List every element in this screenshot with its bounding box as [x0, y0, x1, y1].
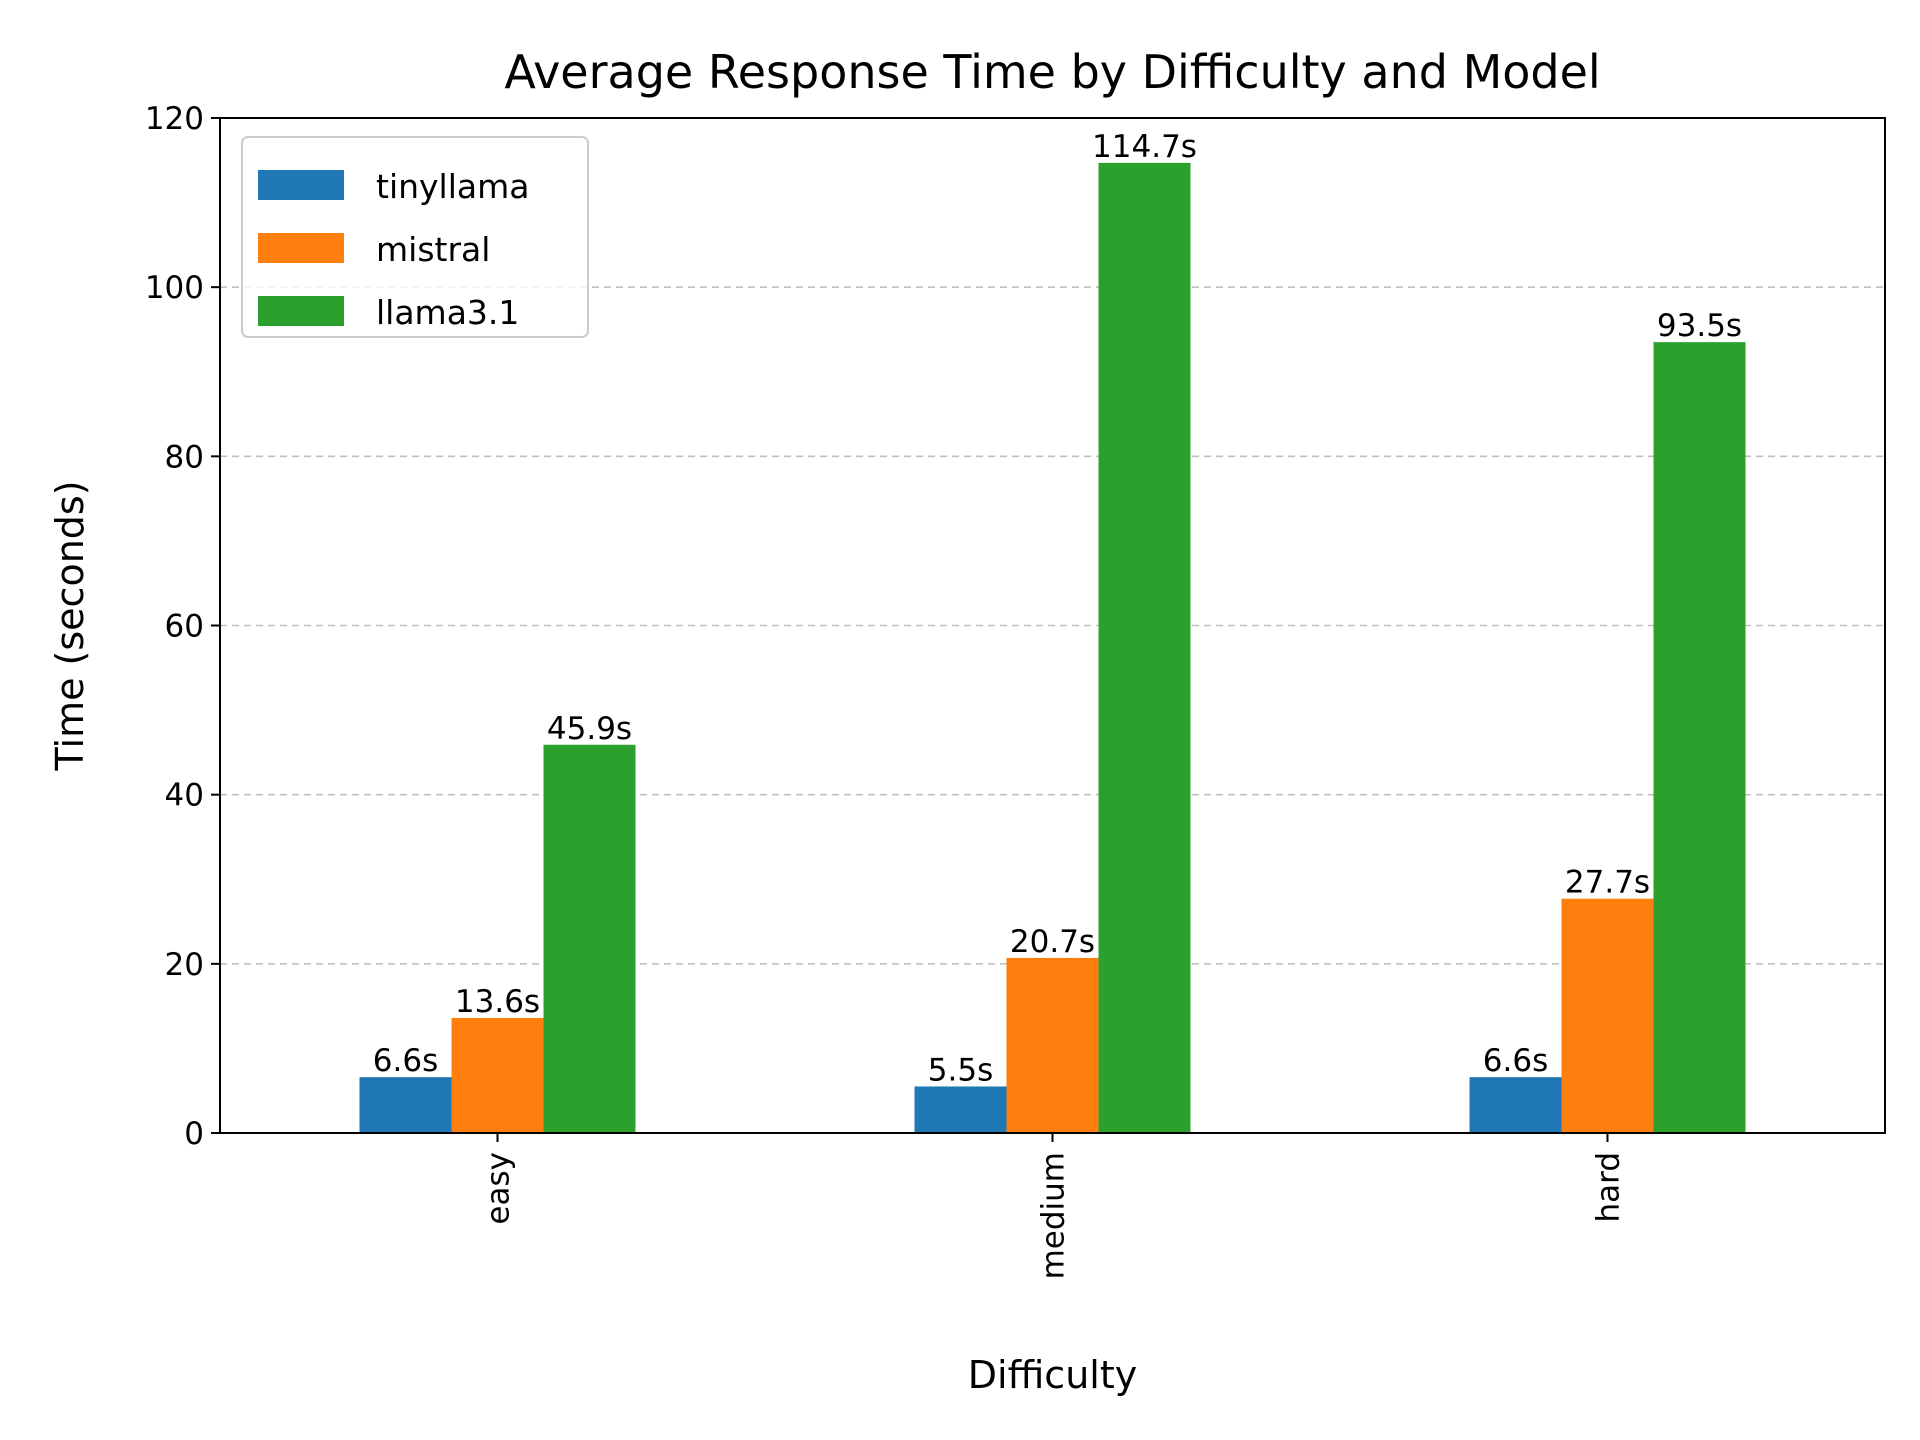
- legend-label-tinyllama: tinyllama: [376, 167, 529, 206]
- y-tick-label: 100: [145, 270, 204, 306]
- bar-llama3.1-hard: [1653, 342, 1746, 1133]
- bar-mistral-easy: [451, 1017, 544, 1133]
- x-axis-label: Difficulty: [968, 1353, 1137, 1397]
- value-label-llama3.1-hard: 93.5s: [1657, 308, 1742, 344]
- y-axis-ticks: 0 20 40 60 80 100 120: [145, 101, 220, 1152]
- y-tick-label: 80: [165, 439, 204, 475]
- value-labels: 6.6s 13.6s 45.9s 5.5s 20.7s 114.7s 6.6s 27.7s 93…: [373, 129, 1742, 1089]
- x-axis-ticks: easy medium hard: [481, 1133, 1627, 1279]
- y-tick-label: 60: [165, 609, 204, 645]
- y-tick-label: 40: [165, 778, 204, 814]
- bar-tinyllama-hard: [1469, 1077, 1562, 1133]
- legend-label-llama3.1: llama3.1: [376, 293, 519, 332]
- bar-llama3.1-easy: [543, 744, 636, 1133]
- value-label-llama3.1-easy: 45.9s: [547, 711, 632, 747]
- value-label-mistral-medium: 20.7s: [1010, 924, 1095, 960]
- value-label-tinyllama-medium: 5.5s: [928, 1052, 993, 1088]
- bar-llama3.1-medium: [1098, 162, 1191, 1133]
- x-tick-label-medium: medium: [1036, 1152, 1072, 1279]
- value-label-mistral-easy: 13.6s: [455, 984, 540, 1020]
- y-tick-label: 0: [184, 1116, 204, 1152]
- legend-label-mistral: mistral: [376, 230, 490, 269]
- bar-mistral-hard: [1561, 898, 1654, 1133]
- x-tick-label-easy: easy: [481, 1152, 517, 1225]
- legend: tinyllama mistral llama3.1: [241, 136, 589, 338]
- legend-swatch-llama3.1: [258, 296, 344, 326]
- bar-tinyllama-easy: [359, 1077, 452, 1133]
- bar-tinyllama-medium: [914, 1086, 1007, 1133]
- bars: [359, 162, 1746, 1133]
- legend-swatch-mistral: [258, 233, 344, 263]
- bar-mistral-medium: [1006, 957, 1099, 1133]
- x-tick-label-hard: hard: [1591, 1152, 1627, 1223]
- chart-title: Average Response Time by Difficulty and …: [504, 45, 1600, 99]
- value-label-tinyllama-easy: 6.6s: [373, 1043, 438, 1079]
- value-label-mistral-hard: 27.7s: [1565, 865, 1650, 901]
- y-tick-label: 120: [145, 101, 204, 137]
- legend-swatch-tinyllama: [258, 170, 344, 200]
- value-label-tinyllama-hard: 6.6s: [1483, 1043, 1548, 1079]
- y-tick-label: 20: [165, 947, 204, 983]
- y-axis-label: Time (seconds): [48, 480, 92, 771]
- value-label-llama3.1-medium: 114.7s: [1092, 129, 1197, 165]
